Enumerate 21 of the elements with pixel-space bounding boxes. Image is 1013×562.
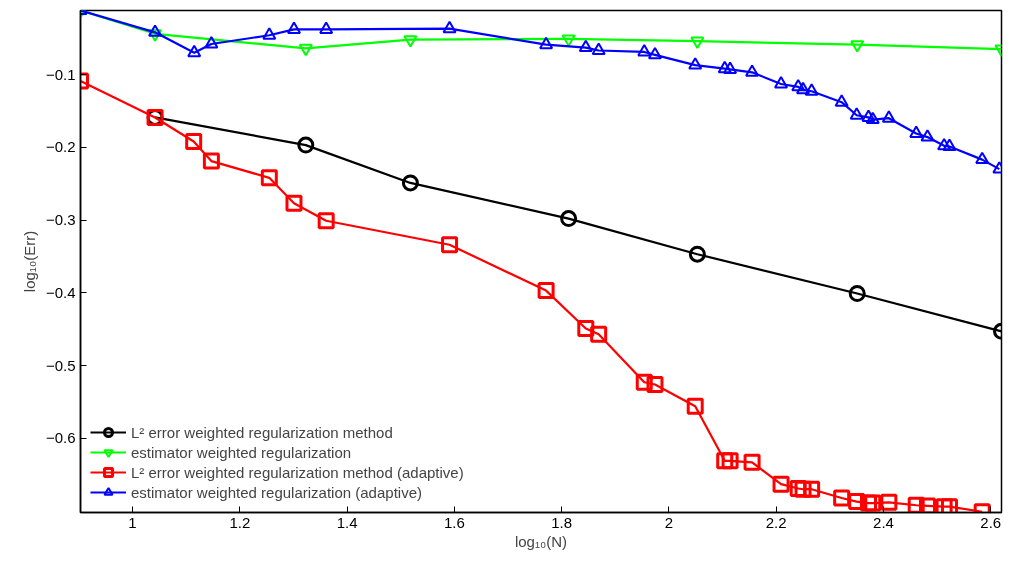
legend-label: estimator weighted regularization (adaptive)	[131, 483, 422, 501]
x-tick-label: 1.6	[443, 513, 465, 531]
x-tick-label: 2.4	[873, 513, 894, 531]
y-tick-label: −0.3	[45, 211, 76, 229]
x-tick-label: 1.8	[551, 513, 573, 531]
x-tick-label: 1.4	[336, 513, 358, 531]
y-tick-label: −0.1	[45, 65, 76, 83]
legend-label: estimator weighted regularization	[131, 443, 352, 461]
y-tick-label: −0.6	[45, 429, 76, 447]
y-axis-title: log₁₀(Err)	[20, 230, 38, 293]
x-tick-label: 2.6	[980, 513, 1002, 531]
legend-label: L² error weighted regularization method	[131, 423, 393, 441]
legend-label: L² error weighted regularization method (adaptive)	[131, 463, 464, 481]
y-tick-label: −0.2	[45, 138, 76, 156]
x-tick-label: 2	[664, 513, 674, 531]
y-tick-label: −0.4	[45, 283, 76, 301]
x-tick-label: 1.2	[229, 513, 251, 531]
x-axis-title: log₁₀(N)	[514, 532, 568, 550]
x-tick-label: 1	[128, 513, 137, 531]
x-tick-label: 2.2	[765, 513, 787, 531]
y-tick-label: −0.5	[45, 356, 76, 374]
